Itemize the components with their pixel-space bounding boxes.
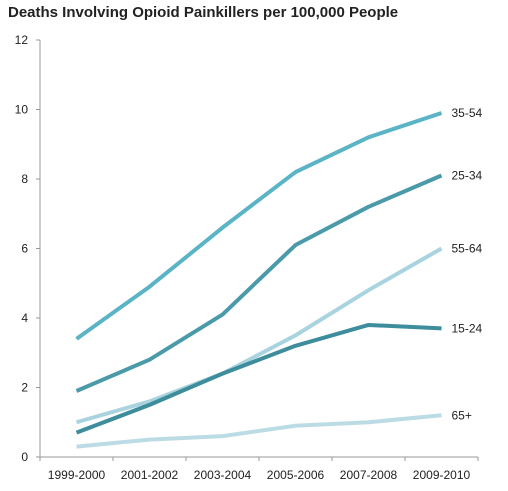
series-label: 25-34 — [452, 169, 483, 183]
series-line-25-34 — [75, 173, 443, 393]
x-tick-label: 2009-2010 — [413, 468, 471, 482]
x-tick-label: 1999-2000 — [48, 468, 106, 482]
series-label: 35-54 — [452, 106, 483, 120]
chart-series-lines — [75, 111, 443, 449]
y-tick-label: 12 — [15, 33, 29, 47]
series-label: 65+ — [452, 408, 472, 422]
x-tick-label: 2005-2006 — [267, 468, 325, 482]
x-tick-label: 2007-2008 — [340, 468, 398, 482]
y-tick-label: 4 — [21, 311, 28, 325]
series-label: 55-64 — [452, 242, 483, 256]
y-tick-label: 6 — [21, 242, 28, 256]
series-line-55-64 — [75, 246, 443, 425]
x-tick-label: 2001-2002 — [121, 468, 179, 482]
series-line-35-54 — [75, 111, 443, 341]
series-line-15-24 — [75, 322, 442, 435]
y-tick-label: 8 — [21, 172, 28, 186]
chart-axes: 0 2 4 6 8 10 12 1999-2000 2001-2002 2003-2004 2005… — [15, 33, 479, 482]
y-tick-label: 10 — [15, 103, 29, 117]
y-tick-label: 2 — [21, 381, 28, 395]
x-tick-label: 2003-2004 — [194, 468, 252, 482]
series-line-65+ — [76, 413, 442, 449]
chart-series-labels: 35-54 25-34 55-64 15-24 65+ — [452, 106, 483, 422]
series-label: 15-24 — [452, 321, 483, 335]
y-tick-label: 0 — [21, 450, 28, 464]
chart-title: Deaths Involving Opioid Painkillers per … — [8, 4, 399, 21]
